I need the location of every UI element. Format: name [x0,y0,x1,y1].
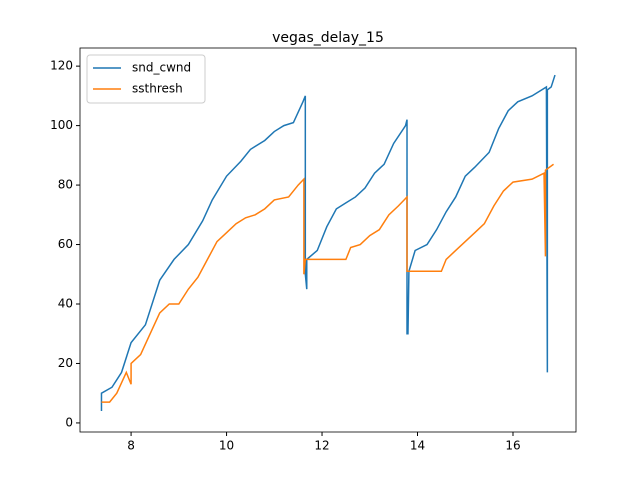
x-tick-label: 8 [127,439,135,453]
legend-label: snd_cwnd [132,61,191,75]
x-tick-label: 12 [314,439,329,453]
y-tick-label: 100 [50,118,73,132]
series-line [101,163,555,403]
y-tick-label: 80 [58,178,73,192]
y-tick-label: 20 [58,356,73,370]
y-tick-label: 60 [58,237,73,251]
x-tick-label: 14 [410,439,425,453]
y-tick-label: 40 [58,297,73,311]
x-tick-label: 10 [219,439,234,453]
y-tick-label: 0 [65,415,73,429]
legend-label: ssthresh [132,82,183,96]
legend-box [86,54,206,104]
series-line [100,74,556,412]
chart-title: vegas_delay_15 [272,30,384,46]
x-tick-label: 16 [505,439,520,453]
plot-frame [79,47,577,433]
y-tick-label: 120 [50,59,73,73]
